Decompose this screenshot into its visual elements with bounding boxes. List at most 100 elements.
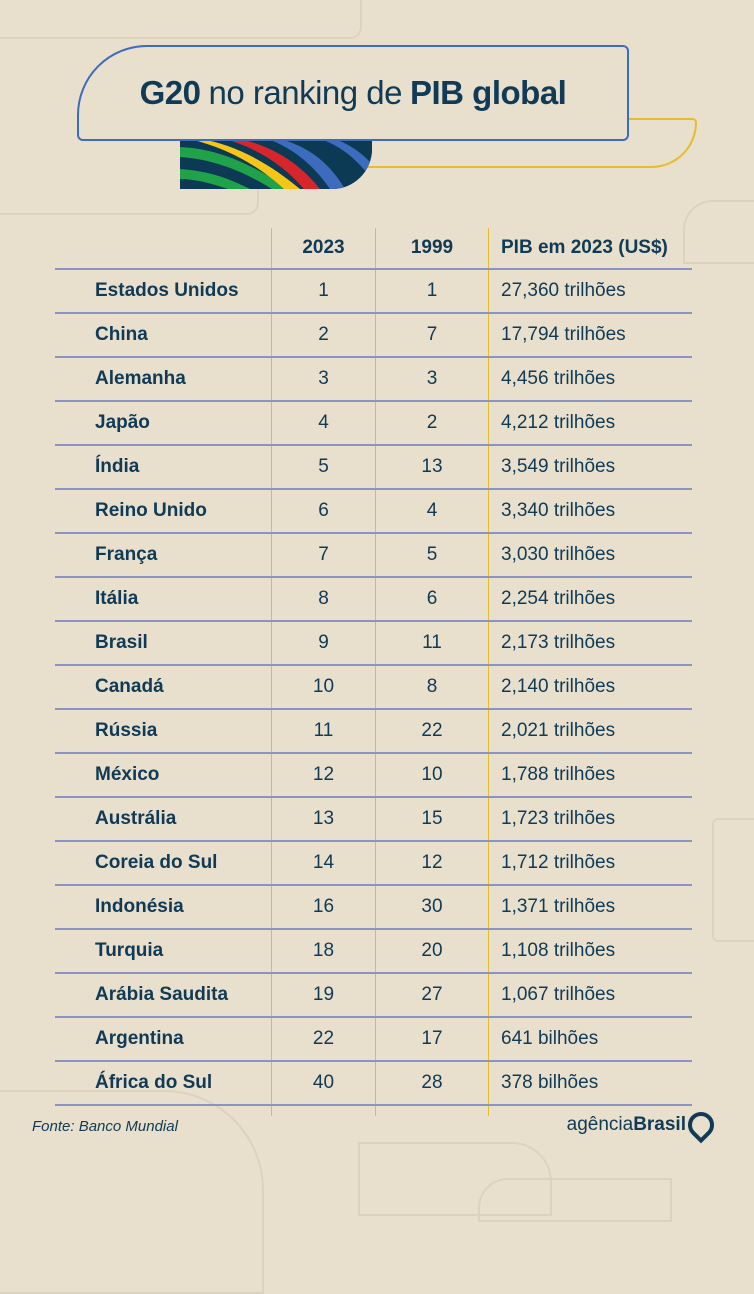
table-row: Itália 8 6 2,254 trilhões xyxy=(55,577,692,622)
table-header-row: 2023 1999 PIB em 2023 (US$) xyxy=(55,228,692,270)
table-row: Austrália 13 15 1,723 trilhões xyxy=(55,797,692,842)
header-country xyxy=(55,228,272,270)
table-row: México 12 10 1,788 trilhões xyxy=(55,753,692,798)
table-row: Japão 4 2 4,212 trilhões xyxy=(55,401,692,446)
cell-rank-1999: 3 xyxy=(375,357,489,402)
source-note: Fonte: Banco Mundial xyxy=(32,1118,178,1135)
cell-rank-2023: 7 xyxy=(271,533,376,578)
cell-rank-1999: 20 xyxy=(375,929,489,974)
cell-country: Austrália xyxy=(55,797,272,842)
cell-rank-1999: 4 xyxy=(375,489,489,534)
cell-rank-1999: 30 xyxy=(375,885,489,930)
cell-gdp-2023: 17,794 trilhões xyxy=(488,313,692,358)
cell-country: Argentina xyxy=(55,1017,272,1062)
cell-gdp-2023: 3,340 trilhões xyxy=(488,489,692,534)
cell-gdp-2023: 3,030 trilhões xyxy=(488,533,692,578)
background-shape xyxy=(0,168,259,215)
table-row: Turquia 18 20 1,108 trilhões xyxy=(55,929,692,974)
cell-rank-2023: 8 xyxy=(271,577,376,622)
cell-country: Alemanha xyxy=(55,357,272,402)
table-row: França 7 5 3,030 trilhões xyxy=(55,533,692,578)
cell-gdp-2023: 3,549 trilhões xyxy=(488,445,692,490)
cell-rank-2023: 4 xyxy=(271,401,376,446)
cell-gdp-2023: 4,212 trilhões xyxy=(488,401,692,446)
cell-rank-2023: 40 xyxy=(271,1061,376,1106)
cell-country: Itália xyxy=(55,577,272,622)
title-bold-pib: PIB global xyxy=(410,74,567,111)
cell-rank-1999: 27 xyxy=(375,973,489,1018)
cell-country: México xyxy=(55,753,272,798)
cell-rank-1999: 1 xyxy=(375,269,489,314)
cell-gdp-2023: 1,723 trilhões xyxy=(488,797,692,842)
cell-rank-2023: 5 xyxy=(271,445,376,490)
background-shape xyxy=(712,818,754,942)
logo-light-text: agência xyxy=(566,1114,634,1135)
cell-country: Turquia xyxy=(55,929,272,974)
cell-rank-1999: 11 xyxy=(375,621,489,666)
cell-rank-2023: 14 xyxy=(271,841,376,886)
cell-gdp-2023: 1,371 trilhões xyxy=(488,885,692,930)
cell-rank-1999: 7 xyxy=(375,313,489,358)
table-row: Reino Unido 6 4 3,340 trilhões xyxy=(55,489,692,534)
cell-country: Reino Unido xyxy=(55,489,272,534)
page-title: G20 no ranking de PIB global xyxy=(77,45,629,141)
cell-rank-1999: 5 xyxy=(375,533,489,578)
title-bold-g20: G20 xyxy=(139,74,201,111)
cell-country: Brasil xyxy=(55,621,272,666)
cell-rank-2023: 16 xyxy=(271,885,376,930)
cell-rank-2023: 18 xyxy=(271,929,376,974)
cell-country: China xyxy=(55,313,272,358)
cell-rank-1999: 28 xyxy=(375,1061,489,1106)
cell-country: França xyxy=(55,533,272,578)
cell-rank-1999: 10 xyxy=(375,753,489,798)
cell-country: Índia xyxy=(55,445,272,490)
table-row: Arábia Saudita 19 27 1,067 trilhões xyxy=(55,973,692,1018)
cell-rank-2023: 3 xyxy=(271,357,376,402)
cell-gdp-2023: 1,712 trilhões xyxy=(488,841,692,886)
title-light-text: no ranking de xyxy=(208,74,403,111)
table-row: Canadá 10 8 2,140 trilhões xyxy=(55,665,692,710)
tail-cell xyxy=(55,1105,272,1116)
background-shape xyxy=(683,200,754,264)
cell-gdp-2023: 2,173 trilhões xyxy=(488,621,692,666)
cell-rank-2023: 1 xyxy=(271,269,376,314)
cell-rank-1999: 22 xyxy=(375,709,489,754)
table-row: Brasil 9 11 2,173 trilhões xyxy=(55,621,692,666)
cell-gdp-2023: 4,456 trilhões xyxy=(488,357,692,402)
cell-gdp-2023: 2,254 trilhões xyxy=(488,577,692,622)
table-row: China 2 7 17,794 trilhões xyxy=(55,313,692,358)
background-shape xyxy=(478,1178,672,1222)
tail-cell xyxy=(375,1105,489,1116)
table-tail-spacer xyxy=(55,1105,692,1116)
gdp-ranking-table: 2023 1999 PIB em 2023 (US$) Estados Unid… xyxy=(55,228,692,1116)
table-row: Argentina 22 17 641 bilhões xyxy=(55,1017,692,1062)
header-gdp: PIB em 2023 (US$) xyxy=(488,228,692,270)
cell-rank-2023: 9 xyxy=(271,621,376,666)
cell-gdp-2023: 2,021 trilhões xyxy=(488,709,692,754)
cell-rank-1999: 12 xyxy=(375,841,489,886)
table-row: Rússia 11 22 2,021 trilhões xyxy=(55,709,692,754)
cell-rank-1999: 6 xyxy=(375,577,489,622)
cell-country: Coreia do Sul xyxy=(55,841,272,886)
cell-country: Estados Unidos xyxy=(55,269,272,314)
cell-country: África do Sul xyxy=(55,1061,272,1106)
cell-rank-1999: 2 xyxy=(375,401,489,446)
cell-rank-1999: 8 xyxy=(375,665,489,710)
cell-rank-1999: 15 xyxy=(375,797,489,842)
cell-gdp-2023: 1,067 trilhões xyxy=(488,973,692,1018)
header-1999: 1999 xyxy=(375,228,489,270)
logo-bold-text: Brasil xyxy=(633,1114,686,1135)
cell-gdp-2023: 27,360 trilhões xyxy=(488,269,692,314)
cell-rank-2023: 12 xyxy=(271,753,376,798)
cell-gdp-2023: 2,140 trilhões xyxy=(488,665,692,710)
header-2023: 2023 xyxy=(271,228,376,270)
table-row: Estados Unidos 1 1 27,360 trilhões xyxy=(55,269,692,314)
table-row: Índia 5 13 3,549 trilhões xyxy=(55,445,692,490)
cell-country: Canadá xyxy=(55,665,272,710)
cell-country: Indonésia xyxy=(55,885,272,930)
cell-rank-1999: 13 xyxy=(375,445,489,490)
table-row: África do Sul 40 28 378 bilhões xyxy=(55,1061,692,1106)
cell-rank-2023: 2 xyxy=(271,313,376,358)
cell-rank-1999: 17 xyxy=(375,1017,489,1062)
cell-country: Japão xyxy=(55,401,272,446)
